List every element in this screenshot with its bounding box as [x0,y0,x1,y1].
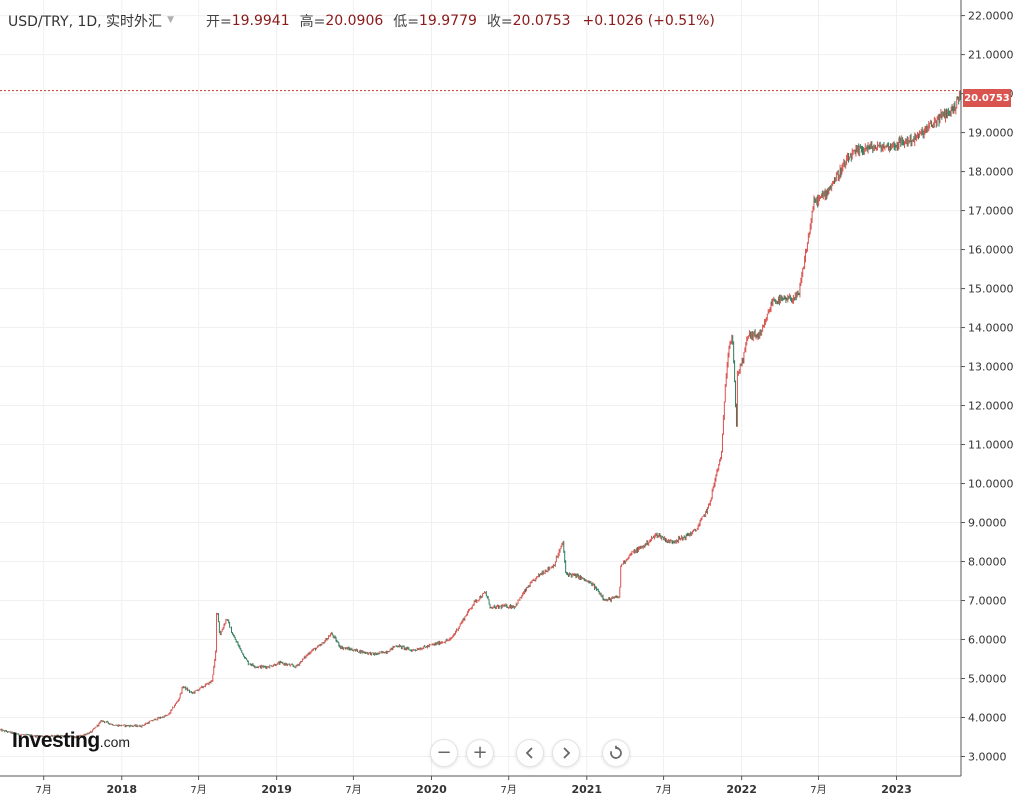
x-tick-label: 7月 [501,784,517,796]
y-tick-label: 11.0000 [968,439,1014,452]
high-label: 高= [299,14,326,30]
y-tick-label: 12.0000 [968,400,1014,413]
x-tick-label: 2020 [416,783,447,796]
x-tick-label: 7月 [36,784,52,796]
x-tick-label: 7月 [655,784,671,796]
chevron-right-icon [563,747,571,759]
y-tick-label: 18.0000 [968,166,1014,179]
x-tick-label: 2019 [261,783,292,796]
y-tick-label: 4.0000 [968,712,1007,725]
change-value: +0.1026 (+0.51%) [582,13,715,29]
candles [0,90,961,739]
low-label: 低= [393,14,419,30]
y-tick-label: 10.0000 [968,478,1014,491]
open-label: 开= [205,14,232,30]
y-tick-label: 16.0000 [968,244,1014,257]
horizontal-gridlines [0,15,961,758]
y-tick-label: 22.0000 [968,10,1014,23]
y-tick-label: 14.0000 [968,322,1014,335]
x-axis: 7月 2018 7月 2019 7月 2020 7月 2021 7月 2022 7月 2023 [36,776,912,796]
zoom-in-button[interactable]: + [466,739,494,767]
reset-button[interactable] [602,739,630,767]
x-tick-label: 2022 [726,783,757,796]
chevron-down-icon[interactable]: ▼ [167,15,174,25]
minus-icon: − [436,742,452,763]
y-tick-label: 13.0000 [968,361,1014,374]
x-tick-label: 2018 [106,783,137,796]
x-tick-label: 2023 [881,783,912,796]
y-tick-label: 19.0000 [968,127,1014,140]
close-value: 20.0753 [512,13,571,29]
scroll-left-button[interactable] [516,739,544,767]
y-tick-label: 5.0000 [968,673,1007,686]
y-tick-label: 9.0000 [968,517,1007,530]
y-tick-label: 15.0000 [968,283,1014,296]
high-value: 20.0906 [325,13,384,29]
symbol-label[interactable]: USD/TRY, 1D, 实时外汇 [8,14,163,30]
y-tick-label: 7.0000 [968,595,1007,608]
open-value: 19.9941 [231,13,290,29]
vertical-gridlines [43,0,898,776]
plus-icon: + [472,742,488,763]
logo-suffix: .com [99,734,131,750]
logo-brand: Investing [12,729,100,752]
low-value: 19.9779 [419,13,477,29]
y-tick-label: 8.0000 [968,556,1007,569]
y-axis: 3.0000 4.0000 5.0000 6.0000 7.0000 8.0000 9.00… [961,10,1014,764]
zoom-out-button[interactable]: − [430,739,458,767]
y-tick-label: 21.0000 [968,49,1014,62]
chevron-left-icon [525,747,533,759]
y-tick-label: 17.0000 [968,205,1014,218]
investing-logo: Investing.com [12,729,130,753]
y-tick-label: 6.0000 [968,634,1007,647]
reset-icon [610,745,622,759]
x-tick-label: 7月 [190,784,206,796]
chart-legend: USD/TRY, 1D, 实时外汇 ▼ 开= 19.9941 高= 20.0906 … [8,11,715,31]
x-tick-label: 7月 [810,784,826,796]
y-tick-label: 3.0000 [968,751,1007,764]
scroll-right-button[interactable] [552,739,580,767]
close-label: 收= [486,14,513,30]
last-price-tag: 20.0753 [963,89,1011,107]
x-tick-label: 2021 [571,783,602,796]
x-tick-label: 7月 [345,784,361,796]
